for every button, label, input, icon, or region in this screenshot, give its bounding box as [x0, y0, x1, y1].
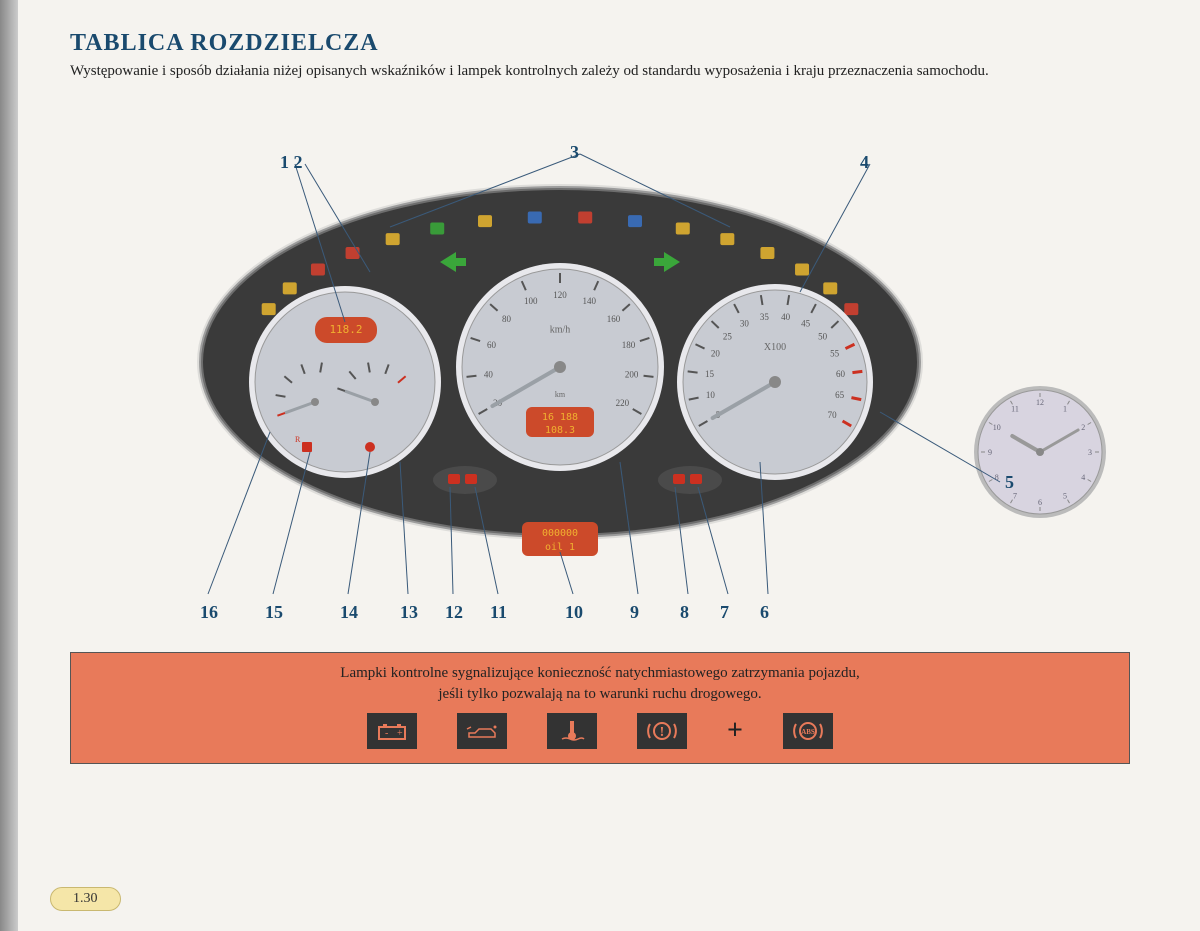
- svg-text:5: 5: [1063, 491, 1067, 500]
- svg-text:40: 40: [484, 370, 494, 380]
- svg-text:11: 11: [1011, 405, 1019, 414]
- svg-text:ABS: ABS: [801, 728, 815, 736]
- svg-text:118.2: 118.2: [329, 323, 362, 336]
- page-subtitle: Występowanie i sposób działania niżej op…: [70, 61, 1130, 82]
- svg-text:3: 3: [1088, 448, 1092, 457]
- svg-text:2: 2: [1081, 423, 1085, 432]
- svg-text:1: 1: [1063, 405, 1067, 414]
- svg-text:100: 100: [524, 296, 538, 306]
- svg-text:12: 12: [1036, 398, 1044, 407]
- svg-text:220: 220: [616, 398, 630, 408]
- page-title: TABLICA ROZDZIELCZA: [70, 30, 1130, 57]
- callout-label: 7: [720, 602, 729, 623]
- callout-label: 12: [445, 602, 463, 623]
- svg-text:45: 45: [801, 319, 811, 329]
- svg-text:km/h: km/h: [550, 325, 571, 336]
- svg-text:60: 60: [836, 369, 846, 379]
- svg-text:-: -: [385, 728, 388, 739]
- callout-label: 4: [860, 152, 869, 173]
- svg-text:000000: 000000: [542, 528, 578, 539]
- temp-icon: [547, 713, 597, 749]
- oil-icon: [457, 713, 507, 749]
- svg-text:10: 10: [706, 390, 716, 400]
- svg-text:160: 160: [607, 314, 621, 324]
- svg-text:9: 9: [988, 448, 992, 457]
- dashboard-diagram: R118.220406080100120140160180200220km/hk…: [70, 92, 1130, 652]
- svg-text:!: !: [660, 725, 665, 740]
- svg-text:55: 55: [830, 349, 840, 359]
- svg-text:140: 140: [583, 296, 597, 306]
- svg-text:R: R: [295, 435, 301, 444]
- svg-text:50: 50: [818, 331, 828, 341]
- callout-label: 13: [400, 602, 418, 623]
- svg-text:6: 6: [1038, 498, 1042, 507]
- svg-text:10: 10: [993, 423, 1001, 432]
- warning-line2: jeśli tylko pozwalają na to warunki ruch…: [438, 686, 761, 702]
- warning-line1: Lampki kontrolne sygnalizujące konieczno…: [340, 665, 859, 681]
- warning-panel: Lampki kontrolne sygnalizujące konieczno…: [70, 652, 1130, 764]
- callout-label: 16: [200, 602, 218, 623]
- warning-icons-row: -+ ! + ABS: [91, 713, 1109, 749]
- svg-text:80: 80: [502, 314, 512, 324]
- callout-label: 1 2: [280, 152, 303, 173]
- callout-label: 5: [1005, 472, 1014, 493]
- plus-sign: +: [727, 715, 743, 747]
- callout-label: 11: [490, 602, 507, 623]
- svg-text:15: 15: [705, 369, 715, 379]
- svg-text:km: km: [555, 390, 566, 399]
- svg-text:120: 120: [553, 290, 567, 300]
- callout-label: 14: [340, 602, 358, 623]
- svg-text:108.3: 108.3: [545, 425, 575, 436]
- svg-text:40: 40: [781, 312, 791, 322]
- svg-text:70: 70: [828, 410, 838, 420]
- callout-label: 3: [570, 142, 579, 163]
- svg-text:+: +: [397, 728, 403, 739]
- brake-icon: !: [637, 713, 687, 749]
- svg-text:30: 30: [740, 319, 750, 329]
- svg-text:60: 60: [487, 340, 497, 350]
- svg-text:20: 20: [711, 349, 721, 359]
- svg-text:200: 200: [625, 370, 639, 380]
- svg-text:X100: X100: [764, 342, 786, 353]
- svg-text:16 188: 16 188: [542, 412, 578, 423]
- svg-text:65: 65: [835, 390, 845, 400]
- callout-label: 8: [680, 602, 689, 623]
- svg-text:25: 25: [723, 331, 733, 341]
- callout-label: 9: [630, 602, 639, 623]
- svg-text:180: 180: [622, 340, 636, 350]
- svg-text:4: 4: [1081, 473, 1085, 482]
- svg-text:oil 1: oil 1: [545, 542, 575, 553]
- page-number-tab: 1.30: [50, 887, 121, 911]
- callout-label: 6: [760, 602, 769, 623]
- callout-label: 10: [565, 602, 583, 623]
- abs-icon: ABS: [783, 713, 833, 749]
- battery-icon: -+: [367, 713, 417, 749]
- callout-label: 15: [265, 602, 283, 623]
- svg-text:35: 35: [760, 312, 770, 322]
